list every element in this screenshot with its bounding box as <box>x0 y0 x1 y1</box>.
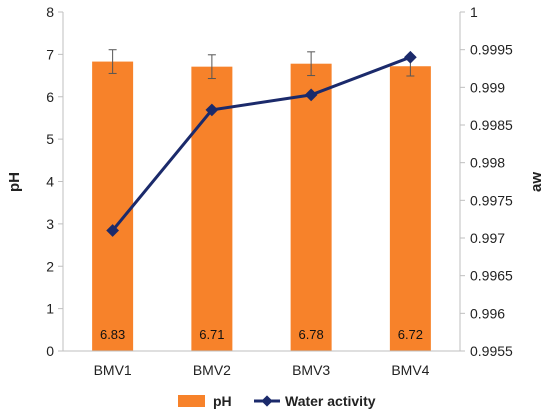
category-label: BMV1 <box>94 362 132 378</box>
ph-data-label: 6.72 <box>398 327 423 342</box>
right-tick-label: 0.9965 <box>470 268 513 284</box>
right-tick-label: 0.997 <box>470 230 505 246</box>
water-activity-marker <box>404 50 417 64</box>
ph-bars <box>92 61 431 352</box>
right-tick-label: 0.9975 <box>470 192 513 208</box>
ph-data-label: 6.78 <box>298 327 323 342</box>
water-activity-series <box>106 50 417 237</box>
left-tick-label: 4 <box>46 174 54 190</box>
left-tick-label: 2 <box>46 258 54 274</box>
right-axis-ticks: 0.9955 0.996 0.9965 0.997 0.9975 0.998 0.9985 0… <box>460 4 513 359</box>
water-activity-line <box>111 55 411 232</box>
right-tick-label: 0.9955 <box>470 343 513 359</box>
water-activity-marker <box>106 224 119 237</box>
right-axis-title: aw <box>528 172 545 192</box>
legend-label-ph: pH <box>213 393 232 409</box>
right-tick-label: 0.999 <box>470 79 505 95</box>
left-tick-label: 6 <box>46 89 54 105</box>
ph-error-bars <box>108 49 415 80</box>
ph-data-label: 6.83 <box>100 327 125 342</box>
category-label: BMV4 <box>391 362 429 378</box>
left-axis-ticks: 0 1 2 3 4 5 6 7 8 <box>46 4 63 359</box>
right-tick-label: 0.9995 <box>470 42 513 58</box>
left-tick-label: 3 <box>46 216 54 232</box>
ph-bar <box>290 63 332 351</box>
right-tick-label: 0.998 <box>470 155 505 171</box>
right-tick-label: 0.9985 <box>470 117 513 133</box>
ph-data-label: 6.71 <box>199 327 224 342</box>
legend-swatch-diamond <box>261 395 273 407</box>
water-activity-marker <box>205 103 219 117</box>
ph-bar <box>389 66 431 352</box>
category-label: BMV3 <box>292 362 330 378</box>
left-tick-label: 5 <box>46 131 54 147</box>
left-tick-label: 7 <box>46 46 54 62</box>
left-tick-label: 1 <box>46 301 54 317</box>
ph-data-labels: 6.83 6.71 6.78 6.72 <box>100 327 423 342</box>
legend-swatch-ph <box>178 395 205 407</box>
water-activity-marker <box>304 88 318 102</box>
ph-bar <box>92 61 134 352</box>
left-tick-label: 8 <box>46 4 54 20</box>
left-axis-title: pH <box>6 172 23 192</box>
category-label: BMV2 <box>193 362 231 378</box>
left-tick-label: 0 <box>46 343 54 359</box>
legend: pH Water activity <box>178 393 376 409</box>
right-tick-label: 0.996 <box>470 305 505 321</box>
category-axis-ticks: BMV1 BMV2 BMV3 BMV4 <box>94 362 430 378</box>
right-tick-label: 1 <box>470 4 478 20</box>
legend-label-water-activity: Water activity <box>285 393 376 409</box>
